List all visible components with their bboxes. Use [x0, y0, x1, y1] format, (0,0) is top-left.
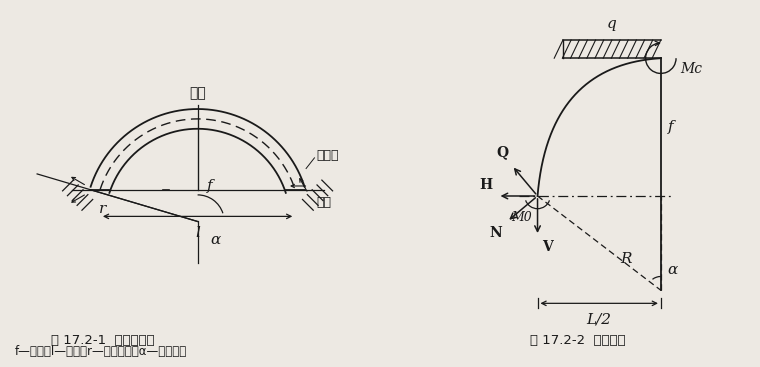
Text: 拱轴线: 拱轴线	[316, 149, 338, 162]
Text: M0: M0	[511, 211, 532, 224]
Text: Q: Q	[496, 146, 508, 160]
Text: f: f	[668, 120, 673, 134]
Text: r: r	[99, 203, 106, 217]
Text: N: N	[490, 226, 502, 240]
Text: Mc: Mc	[680, 62, 702, 76]
Text: L/2: L/2	[587, 313, 612, 327]
Text: 拱顶: 拱顶	[189, 86, 206, 100]
Text: H: H	[480, 178, 492, 192]
Text: 图 17.2-2  拱身内力: 图 17.2-2 拱身内力	[530, 334, 625, 347]
Text: α: α	[211, 233, 220, 247]
Text: q: q	[607, 17, 617, 31]
Text: l: l	[195, 225, 200, 240]
Text: 图 17.2-1  圆弧无铰拱: 图 17.2-1 圆弧无铰拱	[51, 334, 154, 347]
Text: 拱脚: 拱脚	[316, 196, 331, 209]
Text: V: V	[542, 240, 553, 254]
Text: α: α	[667, 263, 678, 277]
Text: f: f	[207, 179, 212, 193]
Text: f—矢高；l—跨度；r—圆弧半径；α—半弧心角: f—矢高；l—跨度；r—圆弧半径；α—半弧心角	[15, 345, 188, 358]
Text: R: R	[620, 251, 632, 266]
